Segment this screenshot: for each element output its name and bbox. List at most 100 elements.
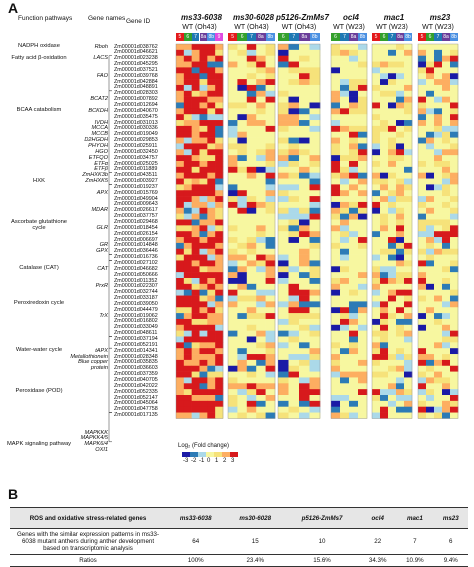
heat-cell [442, 79, 451, 86]
heat-cell [358, 149, 368, 156]
heat-cell [237, 44, 248, 51]
heat-cell [207, 190, 216, 197]
heat-cell [215, 114, 224, 121]
heat-cell [442, 102, 451, 109]
heat-cell [288, 365, 300, 372]
gene-id: Zm00001d047758 [114, 406, 158, 413]
heat-cell [256, 395, 266, 402]
heat-cell [288, 201, 300, 209]
heat-cell [183, 354, 192, 361]
heat-cell [288, 178, 300, 185]
heat-cell [288, 359, 300, 367]
heat-cell [331, 395, 341, 402]
heat-cell [246, 44, 257, 51]
heat-cell [418, 96, 427, 103]
heat-cell [340, 266, 350, 273]
heat-cell [418, 108, 427, 115]
heat-cell [426, 196, 435, 203]
heat-cell [191, 67, 200, 74]
heat-cell [199, 196, 208, 203]
heat-cell [228, 336, 238, 343]
heat-cell [388, 242, 397, 250]
heat-cell [278, 67, 289, 74]
heat-cell [442, 260, 451, 267]
heat-cell [340, 166, 350, 173]
heat-cell [380, 172, 389, 179]
heat-cell [309, 330, 321, 337]
heat-cell [418, 278, 427, 285]
heat-cell [191, 336, 200, 343]
heat-cell [299, 365, 310, 372]
heat-cell [199, 225, 208, 232]
heat-cell [256, 102, 266, 109]
heat-cell [388, 283, 397, 290]
stage-chip: 8a [396, 33, 404, 41]
heat-cell [349, 166, 359, 173]
heat-cell [207, 108, 216, 115]
heat-cell [380, 120, 389, 127]
table-row: Genes with the similar expression patter… [10, 528, 468, 555]
heat-cell [372, 149, 381, 156]
heat-cell [396, 412, 405, 419]
heat-cell [191, 79, 200, 86]
heat-cell [288, 155, 300, 162]
gene-id: Zm00001d028303 [114, 90, 158, 97]
heat-cell [265, 266, 276, 273]
heat-cell [331, 389, 341, 396]
heat-cell [372, 301, 381, 308]
heat-cell [237, 213, 248, 220]
heat-cell [372, 342, 381, 349]
heat-cell [309, 125, 321, 133]
heat-cell [256, 161, 266, 168]
heat-cell [450, 237, 459, 244]
heat-cell [358, 295, 368, 302]
heat-cell [299, 155, 310, 162]
heat-cell [349, 49, 359, 56]
heat-cell [380, 383, 389, 390]
heat-cell [340, 79, 350, 86]
heat-cell [309, 389, 321, 396]
stage-chip: 8b [309, 33, 320, 41]
heat-cell [278, 237, 289, 244]
heat-cell [265, 67, 276, 74]
heat-cell [426, 114, 435, 121]
gene-id: Zm00001d052335 [114, 388, 158, 395]
gene-bracket [108, 254, 112, 261]
heat-cell [349, 354, 359, 361]
heat-cell [309, 96, 321, 103]
heat-cell [349, 289, 359, 296]
heat-cell [434, 131, 443, 138]
heat-cell [207, 365, 216, 372]
heat-cell [331, 359, 341, 367]
heat-cell [256, 377, 266, 384]
heat-cell [265, 324, 276, 331]
heat-cell [265, 342, 276, 349]
heat-cell [176, 389, 185, 396]
heat-cell [380, 254, 389, 261]
heat-cell [246, 400, 257, 407]
heat-cell [183, 155, 192, 162]
heat-cell [450, 125, 459, 133]
stage-chip: 8b [404, 33, 412, 41]
heat-cell [191, 166, 200, 173]
heat-cell [358, 242, 368, 250]
panel-label-a: A [8, 0, 19, 16]
heat-cell [207, 44, 216, 51]
gene-id: Zm00001d037359 [114, 371, 158, 378]
heat-cell [191, 330, 200, 337]
heat-cell [288, 383, 300, 390]
heat-cell [388, 96, 397, 103]
heat-cell [207, 73, 216, 80]
heat-cell [388, 365, 397, 372]
heat-cell [237, 400, 248, 407]
heat-cell [450, 131, 459, 138]
heat-cell [265, 260, 276, 267]
heat-cell [228, 231, 238, 238]
heat-cell [237, 178, 248, 185]
gene-name: GR [99, 242, 108, 249]
heat-cell [246, 96, 257, 103]
heat-cell [207, 84, 216, 92]
heat-cell [183, 120, 192, 127]
table-cell: 15 [225, 528, 285, 555]
heat-cell [349, 242, 359, 250]
